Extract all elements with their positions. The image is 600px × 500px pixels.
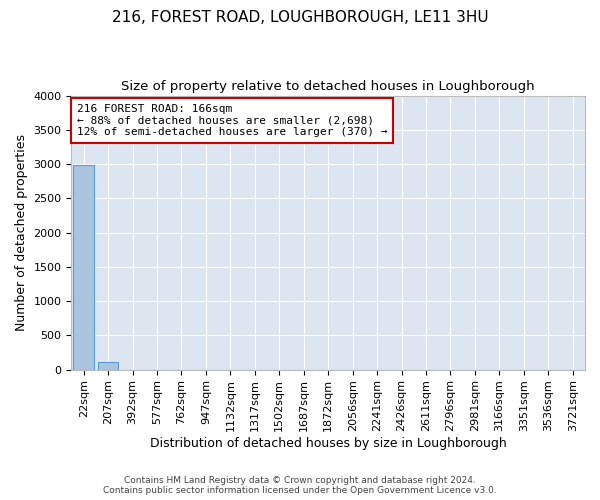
Text: 216 FOREST ROAD: 166sqm
← 88% of detached houses are smaller (2,698)
12% of semi: 216 FOREST ROAD: 166sqm ← 88% of detache… (77, 104, 387, 137)
Y-axis label: Number of detached properties: Number of detached properties (15, 134, 28, 331)
X-axis label: Distribution of detached houses by size in Loughborough: Distribution of detached houses by size … (150, 437, 506, 450)
Text: Contains HM Land Registry data © Crown copyright and database right 2024.
Contai: Contains HM Land Registry data © Crown c… (103, 476, 497, 495)
Bar (98, 362, 118, 370)
Bar (73, 166, 94, 370)
Text: 216, FOREST ROAD, LOUGHBOROUGH, LE11 3HU: 216, FOREST ROAD, LOUGHBOROUGH, LE11 3HU (112, 10, 488, 25)
Title: Size of property relative to detached houses in Loughborough: Size of property relative to detached ho… (121, 80, 535, 93)
